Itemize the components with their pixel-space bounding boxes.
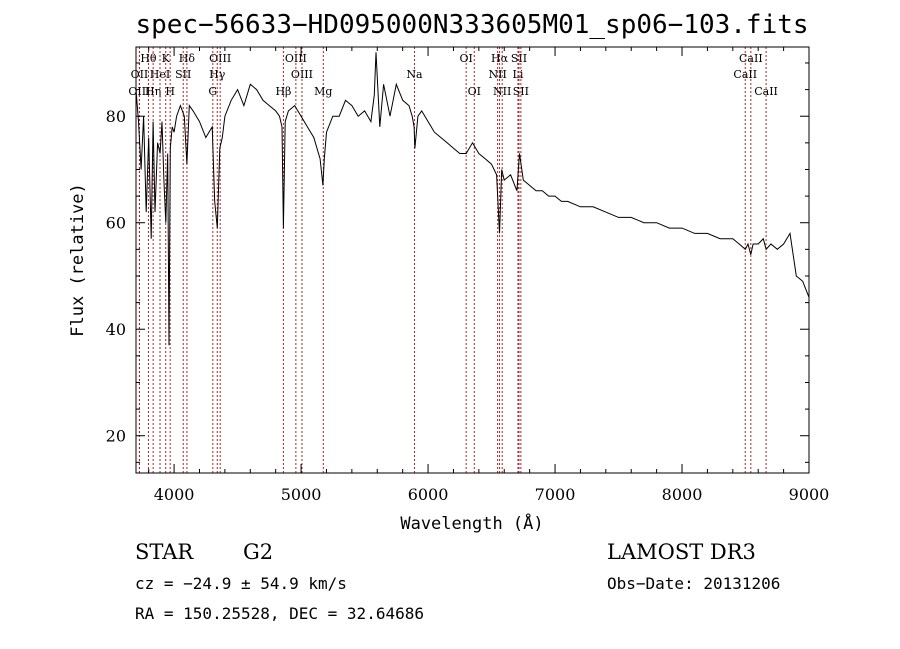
x-tick-label-4000: 4000 <box>154 485 195 504</box>
line-label-0: Hθ <box>140 52 157 65</box>
line-label-1: OII <box>131 68 149 81</box>
line-label-25: CaII <box>739 52 763 65</box>
line-label-11: G <box>208 85 217 98</box>
class-label: STAR <box>135 540 194 564</box>
line-label-14: Hβ <box>275 85 291 98</box>
line-label-20: SII <box>511 52 527 65</box>
line-label-17: OI <box>459 52 472 65</box>
line-label-12: OIII <box>285 52 307 65</box>
line-label-24: SII <box>513 85 529 98</box>
line-label-23: NII <box>493 85 511 98</box>
redshift-text: cz = −24.9 ± 54.9 km/s <box>135 574 347 593</box>
line-label-19: Hα <box>491 52 509 65</box>
line-label-8: H <box>165 85 175 98</box>
axis-ticks: 4000 5000 6000 7000 8000 9000 20 40 60 80 <box>106 47 830 504</box>
x-tick-label-9000: 9000 <box>789 485 830 504</box>
line-label-6: Hδ <box>179 52 196 65</box>
survey-label: LAMOST DR3 <box>607 540 756 564</box>
line-label-10: Hγ <box>209 68 226 81</box>
line-label-18: OI <box>468 85 481 98</box>
line-label-21: NII <box>488 68 506 81</box>
x-tick-label-5000: 5000 <box>281 485 322 504</box>
line-label-9: OIII <box>209 52 231 65</box>
line-label-5: Hη <box>145 85 161 98</box>
x-tick-label-6000: 6000 <box>408 485 449 504</box>
line-label-26: CaII <box>733 68 757 81</box>
x-tick-label-7000: 7000 <box>535 485 576 504</box>
y-tick-label-60: 60 <box>106 214 126 233</box>
y-tick-label-20: 20 <box>106 427 126 446</box>
obs-date-text: Obs−Date: 20131206 <box>607 574 781 593</box>
line-label-16: Na <box>406 68 423 81</box>
x-axis-label: Wavelength (Å) <box>400 512 543 534</box>
line-label-7: SII <box>175 68 191 81</box>
subclass-label: G2 <box>243 540 274 564</box>
x-tick-label-8000: 8000 <box>662 485 703 504</box>
line-label-3: K <box>162 52 171 65</box>
spectrum-line <box>135 52 810 346</box>
line-label-27: CaII <box>754 85 778 98</box>
chart-title: spec−56633−HD095000N333605M01_sp06−103.f… <box>135 10 808 40</box>
y-tick-label-40: 40 <box>106 320 126 339</box>
y-axis-label: Flux (relative) <box>68 183 88 337</box>
y-tick-label-80: 80 <box>106 107 126 126</box>
line-label-4: HeI <box>150 68 170 81</box>
line-label-15: Mg <box>314 85 332 98</box>
line-label-13: OIII <box>291 68 313 81</box>
line-label-2: OIII <box>128 85 150 98</box>
radec-text: RA = 150.25528, DEC = 32.64686 <box>135 604 424 623</box>
plot-frame <box>135 46 810 474</box>
line-label-22: Li <box>513 68 524 81</box>
